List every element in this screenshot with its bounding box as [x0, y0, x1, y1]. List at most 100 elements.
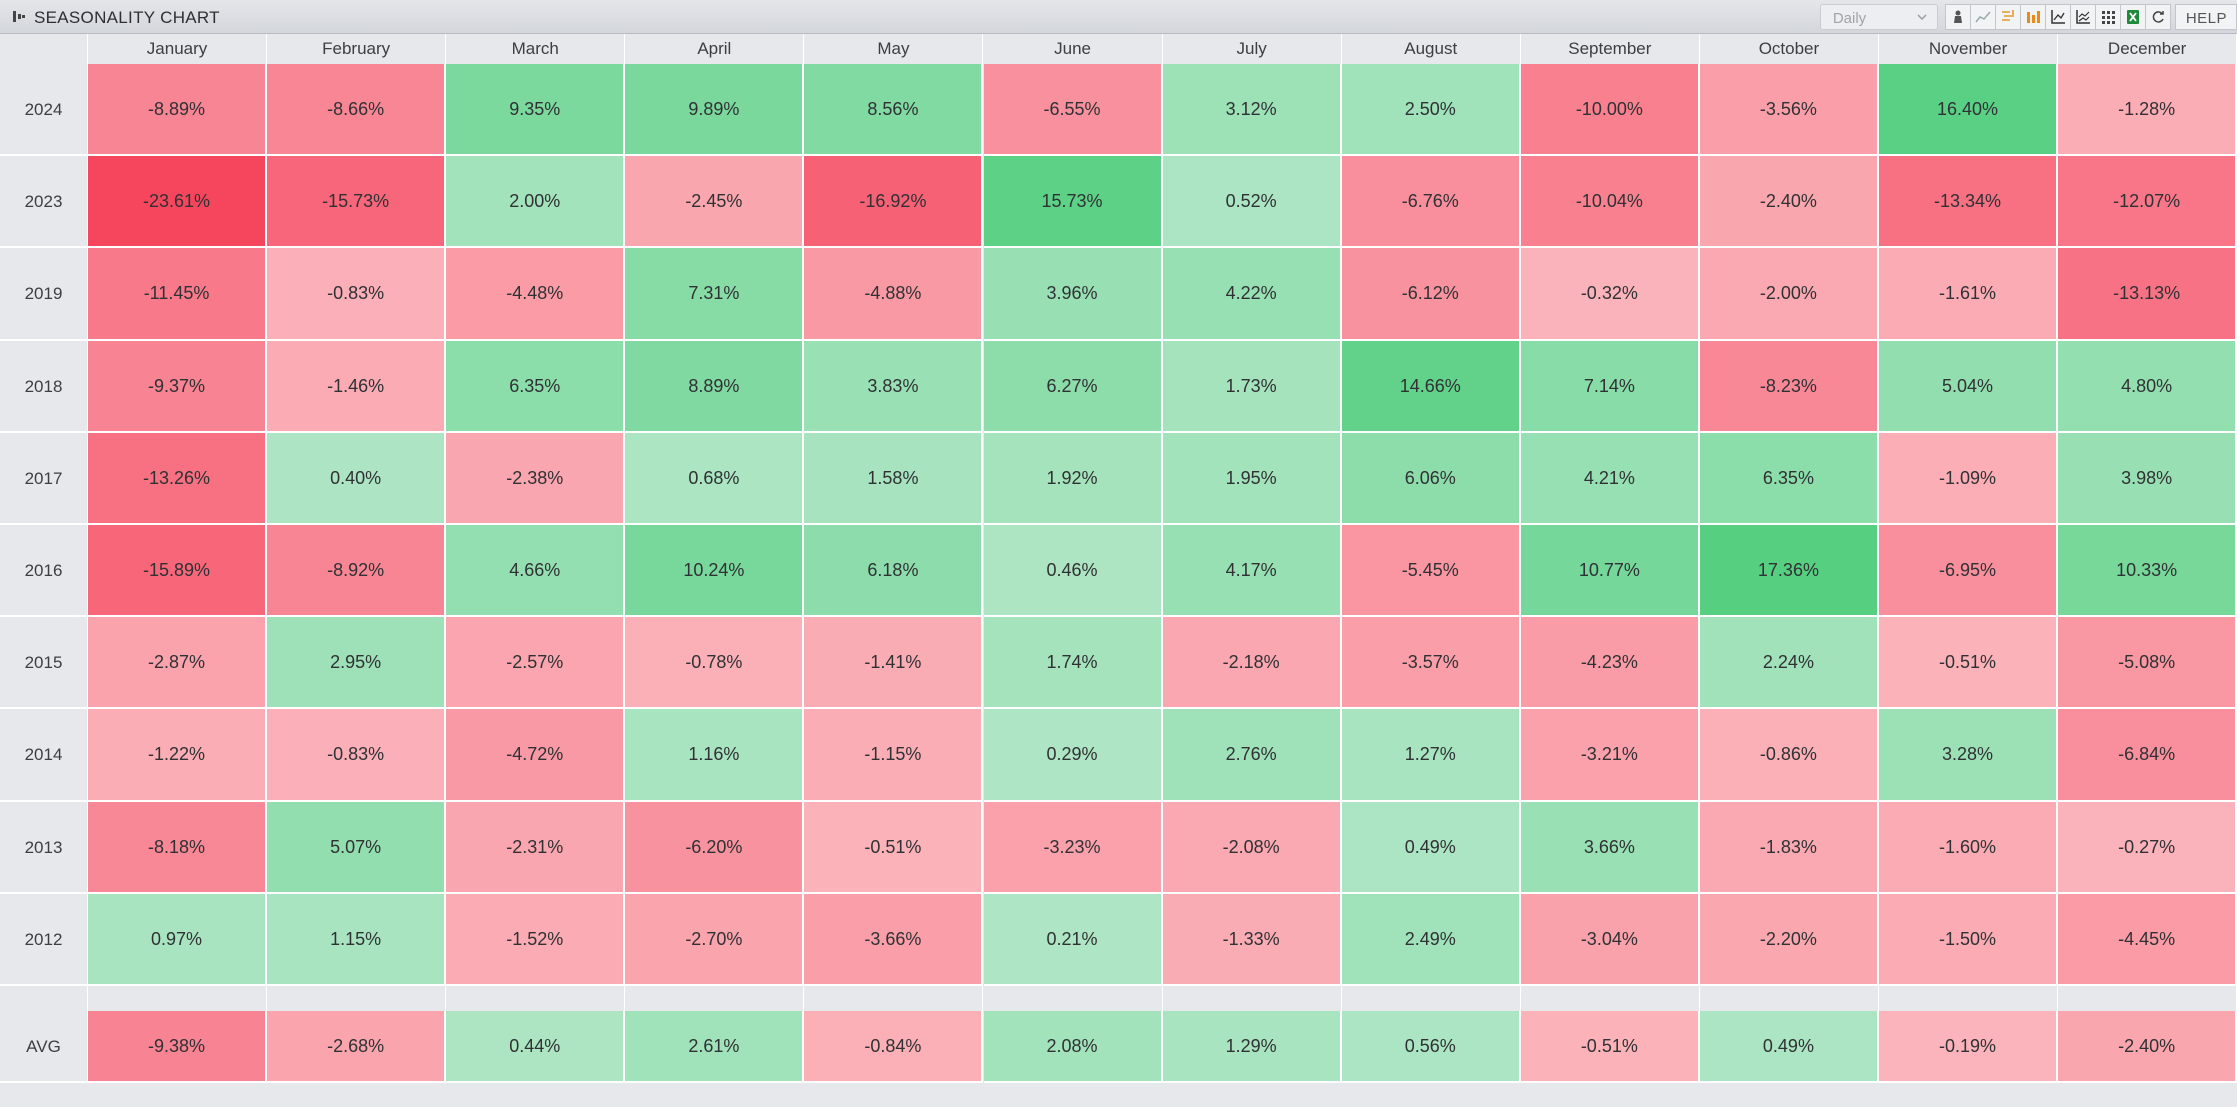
heatmap-cell[interactable]: 3.12%: [1162, 64, 1342, 157]
heatmap-cell[interactable]: 1.95%: [1162, 432, 1342, 525]
heatmap-cell[interactable]: 9.89%: [625, 64, 805, 157]
heatmap-cell[interactable]: -2.31%: [446, 801, 626, 894]
heatmap-cell[interactable]: 2.00%: [446, 156, 626, 249]
timeframe-select[interactable]: Daily: [1819, 4, 1938, 30]
axis-chart-button[interactable]: [2044, 4, 2071, 30]
heatmap-cell[interactable]: -13.34%: [1879, 156, 2059, 249]
heatmap-cell[interactable]: -6.20%: [625, 801, 805, 894]
heatmap-cell[interactable]: -11.45%: [88, 248, 268, 341]
average-cell[interactable]: 0.56%: [1341, 1011, 1521, 1083]
heatmap-cell[interactable]: -8.66%: [267, 64, 447, 157]
heatmap-cell[interactable]: 0.21%: [983, 893, 1163, 986]
heatmap-cell[interactable]: -1.15%: [804, 709, 984, 802]
heatmap-cell[interactable]: 3.66%: [1520, 801, 1700, 894]
heatmap-cell[interactable]: 8.56%: [804, 64, 984, 157]
heatmap-cell[interactable]: 0.52%: [1162, 156, 1342, 249]
heatmap-cell[interactable]: 1.92%: [983, 432, 1163, 525]
excel-export-button[interactable]: [2119, 4, 2146, 30]
heatmap-cell[interactable]: -3.66%: [804, 893, 984, 986]
heatmap-cell[interactable]: 0.40%: [267, 432, 447, 525]
heatmap-cell[interactable]: -4.23%: [1520, 617, 1700, 710]
average-cell[interactable]: -0.84%: [804, 1011, 984, 1083]
heatmap-cell[interactable]: 3.98%: [2058, 432, 2237, 525]
heatmap-cell[interactable]: -4.72%: [446, 709, 626, 802]
heatmap-cell[interactable]: 6.18%: [804, 525, 984, 618]
heatmap-cell[interactable]: -1.60%: [1879, 801, 2059, 894]
help-button[interactable]: HELP: [2174, 4, 2237, 30]
average-cell[interactable]: 1.29%: [1162, 1011, 1342, 1083]
heatmap-cell[interactable]: 5.07%: [267, 801, 447, 894]
heatmap-cell[interactable]: -3.21%: [1520, 709, 1700, 802]
heatmap-cell[interactable]: 1.58%: [804, 432, 984, 525]
heatmap-cell[interactable]: -2.38%: [446, 432, 626, 525]
average-cell[interactable]: 2.61%: [625, 1011, 805, 1083]
heatmap-cell[interactable]: 7.31%: [625, 248, 805, 341]
heatmap-cell[interactable]: -2.57%: [446, 617, 626, 710]
heatmap-cell[interactable]: -6.55%: [983, 64, 1163, 157]
heatmap-cell[interactable]: 2.49%: [1341, 893, 1521, 986]
heatmap-cell[interactable]: -0.27%: [2058, 801, 2237, 894]
heatmap-cell[interactable]: 2.24%: [1699, 617, 1879, 710]
person-chart-button[interactable]: [1944, 4, 1971, 30]
heatmap-cell[interactable]: -0.51%: [1879, 617, 2059, 710]
heatmap-cell[interactable]: 10.77%: [1520, 525, 1700, 618]
heatmap-cell[interactable]: 2.50%: [1341, 64, 1521, 157]
heatmap-cell[interactable]: -9.37%: [88, 340, 268, 433]
heatmap-cell[interactable]: -1.52%: [446, 893, 626, 986]
heatmap-cell[interactable]: -13.13%: [2058, 248, 2237, 341]
heatmap-cell[interactable]: 9.35%: [446, 64, 626, 157]
heatmap-cell[interactable]: 6.27%: [983, 340, 1163, 433]
heatmap-cell[interactable]: -8.89%: [88, 64, 268, 157]
heatmap-cell[interactable]: -1.33%: [1162, 893, 1342, 986]
average-cell[interactable]: -0.51%: [1520, 1011, 1700, 1083]
heatmap-cell[interactable]: -0.83%: [267, 248, 447, 341]
heatmap-cell[interactable]: 0.68%: [625, 432, 805, 525]
heatmap-cell[interactable]: -2.70%: [625, 893, 805, 986]
heatmap-cell[interactable]: -1.46%: [267, 340, 447, 433]
bar-chart-button[interactable]: [2019, 4, 2046, 30]
heatmap-cell[interactable]: -3.57%: [1341, 617, 1521, 710]
collapse-panel-icon[interactable]: [12, 10, 26, 23]
heatmap-cell[interactable]: 16.40%: [1879, 64, 2059, 157]
heatmap-cell[interactable]: -1.28%: [2058, 64, 2237, 157]
heatmap-cell[interactable]: 2.95%: [267, 617, 447, 710]
heatmap-cell[interactable]: -23.61%: [88, 156, 268, 249]
heatmap-cell[interactable]: -1.50%: [1879, 893, 2059, 986]
average-cell[interactable]: 0.49%: [1699, 1011, 1879, 1083]
heatmap-cell[interactable]: 2.76%: [1162, 709, 1342, 802]
heatmap-cell[interactable]: -15.73%: [267, 156, 447, 249]
heatmap-cell[interactable]: 6.06%: [1341, 432, 1521, 525]
heatmap-cell[interactable]: -0.51%: [804, 801, 984, 894]
heatmap-cell[interactable]: -0.32%: [1520, 248, 1700, 341]
heatmap-cell[interactable]: 1.27%: [1341, 709, 1521, 802]
heatmap-cell[interactable]: -5.45%: [1341, 525, 1521, 618]
heatmap-cell[interactable]: 0.29%: [983, 709, 1163, 802]
heatmap-cell[interactable]: 8.89%: [625, 340, 805, 433]
average-cell[interactable]: 0.44%: [446, 1011, 626, 1083]
heatmap-cell[interactable]: 0.46%: [983, 525, 1163, 618]
heatmap-cell[interactable]: 4.17%: [1162, 525, 1342, 618]
heatmap-cell[interactable]: -8.92%: [267, 525, 447, 618]
heatmap-cell[interactable]: -8.18%: [88, 801, 268, 894]
average-cell[interactable]: -0.19%: [1879, 1011, 2059, 1083]
heatmap-cell[interactable]: 0.97%: [88, 893, 268, 986]
heatmap-cell[interactable]: 3.96%: [983, 248, 1163, 341]
heatmap-cell[interactable]: 7.14%: [1520, 340, 1700, 433]
heatmap-cell[interactable]: 1.16%: [625, 709, 805, 802]
heatmap-cell[interactable]: 4.22%: [1162, 248, 1342, 341]
heatmap-cell[interactable]: -8.23%: [1699, 340, 1879, 433]
heatmap-cell[interactable]: 3.83%: [804, 340, 984, 433]
heatmap-cell[interactable]: -1.83%: [1699, 801, 1879, 894]
heatmap-cell[interactable]: 14.66%: [1341, 340, 1521, 433]
heatmap-cell[interactable]: 6.35%: [446, 340, 626, 433]
heatmap-cell[interactable]: -10.04%: [1520, 156, 1700, 249]
heatmap-cell[interactable]: 15.73%: [983, 156, 1163, 249]
heatmap-cell[interactable]: -0.86%: [1699, 709, 1879, 802]
heatmap-cell[interactable]: -1.41%: [804, 617, 984, 710]
heatmap-cell[interactable]: -1.09%: [1879, 432, 2059, 525]
average-cell[interactable]: 2.08%: [983, 1011, 1163, 1083]
heatmap-cell[interactable]: -0.78%: [625, 617, 805, 710]
heatmap-cell[interactable]: 4.21%: [1520, 432, 1700, 525]
heatmap-cell[interactable]: -16.92%: [804, 156, 984, 249]
heatmap-cell[interactable]: -6.12%: [1341, 248, 1521, 341]
